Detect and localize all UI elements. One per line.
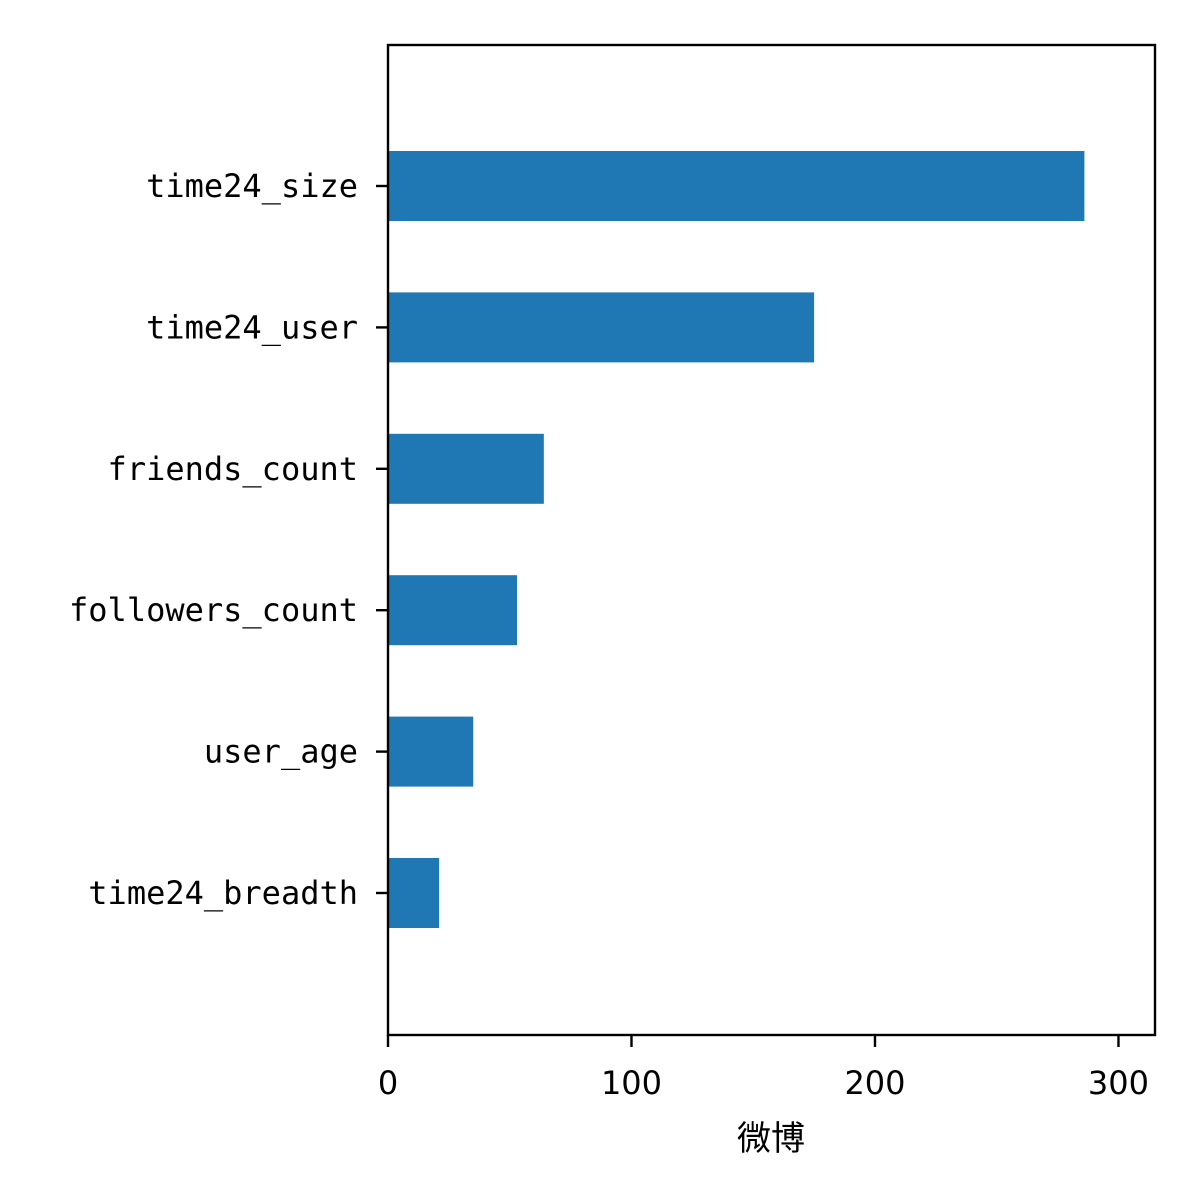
x-tick-label: 200 [844, 1064, 905, 1102]
bars-layer [388, 151, 1085, 928]
y-tick-label: user_age [204, 733, 358, 771]
y-tick-label: friends_count [108, 450, 358, 488]
x-axis-label: 微博 [737, 1119, 805, 1159]
y-tick-label: followers_count [69, 591, 358, 629]
y-tick-label: time24_user [146, 308, 358, 346]
x-tick-label: 300 [1088, 1064, 1149, 1102]
y-axis-ticks: time24_size time24_user friends_countfollo… [69, 167, 388, 912]
bar-time24-size [388, 151, 1085, 221]
bar-friends-count [388, 433, 544, 504]
bar-time24-breadth [388, 858, 440, 928]
x-tick-label: 100 [601, 1064, 662, 1102]
y-tick-label: time24_breadth [88, 874, 358, 912]
bar-time24-user [388, 292, 815, 363]
bar-followers-count [388, 575, 518, 646]
bar-user-age [388, 716, 474, 787]
plot-frame [386, 43, 1157, 1037]
x-axis-ticks: 0 100 200 300 [378, 1035, 1149, 1102]
y-tick-label: time24_size [146, 167, 358, 205]
x-tick-label: 0 [378, 1064, 398, 1102]
